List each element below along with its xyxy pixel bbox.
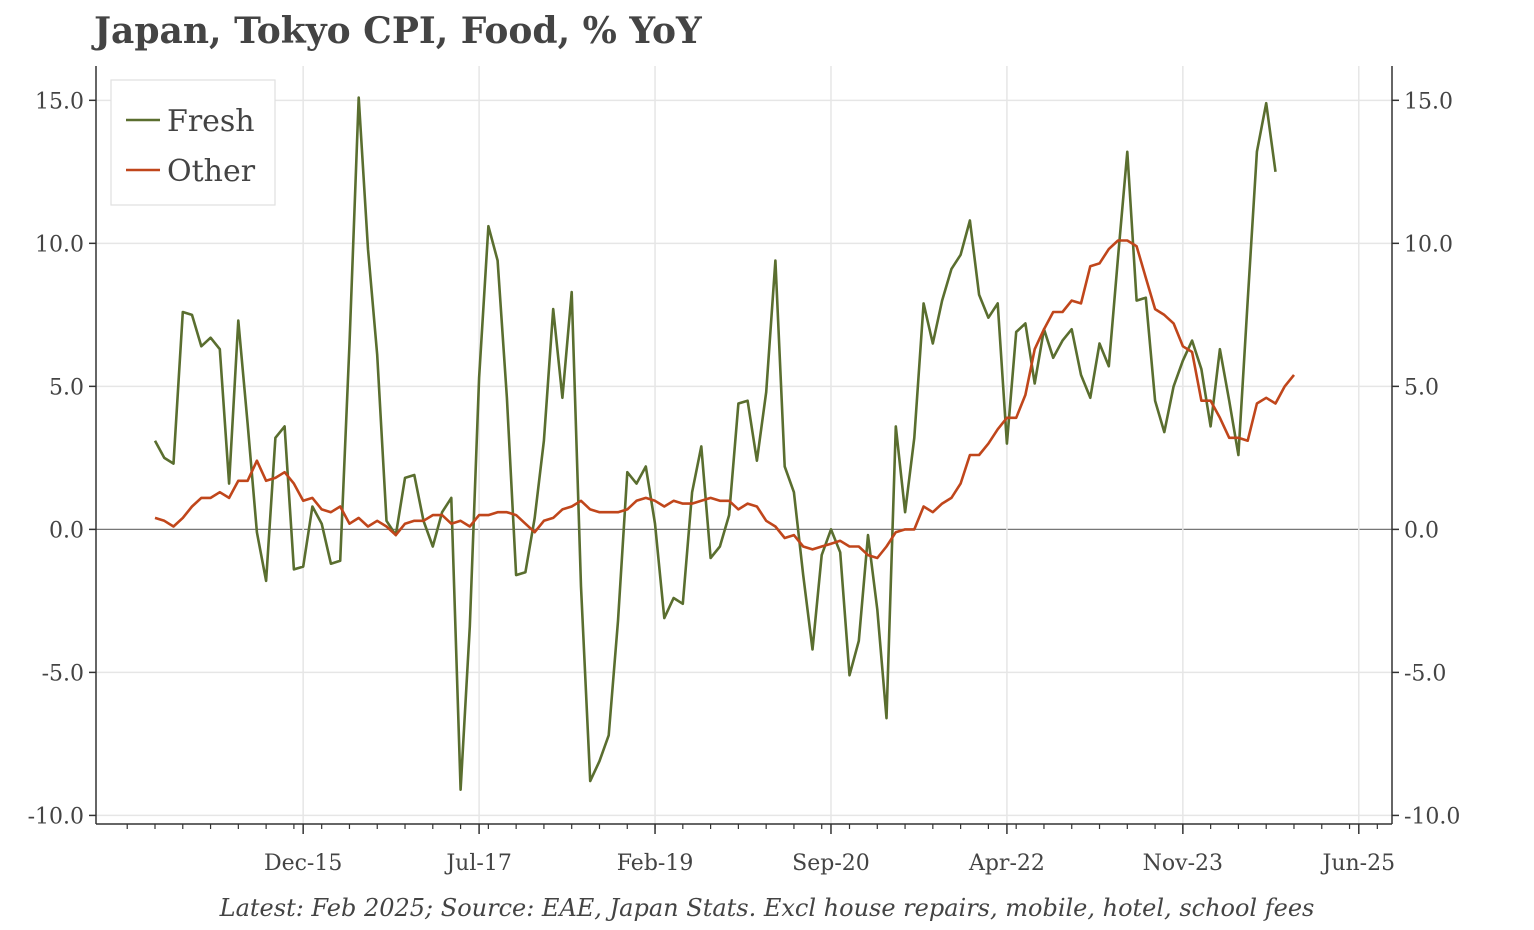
series-lines xyxy=(153,96,1296,792)
y-tick-label-left: 0.0 xyxy=(49,518,84,543)
axes xyxy=(89,66,1399,834)
legend-label-fresh: Fresh xyxy=(167,104,255,139)
chart-footer-source: Latest: Feb 2025; Source: EAE, Japan Sta… xyxy=(219,894,1315,922)
y-tick-label-left: 5.0 xyxy=(49,375,84,400)
series-line-fresh xyxy=(153,96,1277,792)
chart-title: Japan, Tokyo CPI, Food, % YoY xyxy=(94,10,702,52)
tick-labels: -10.0 -10.0 -5.0 -5.0 0.0 0.0 5.0 5.0 10.0 10.0 15… xyxy=(28,89,1461,876)
y-tick-label-left: -10.0 xyxy=(28,804,84,829)
x-tick-label: Nov-23 xyxy=(1143,851,1223,876)
x-tick-label: Sep-20 xyxy=(792,851,870,876)
x-tick-label: Dec-15 xyxy=(264,851,342,876)
y-tick-label-left: 15.0 xyxy=(35,89,84,114)
y-tick-label-left: -5.0 xyxy=(42,661,84,686)
y-tick-label-right: 5.0 xyxy=(1404,375,1439,400)
x-tick-label: Jun-25 xyxy=(1321,851,1396,876)
y-tick-label-left: 10.0 xyxy=(35,232,84,257)
x-tick-label: Jul-17 xyxy=(444,851,511,876)
y-tick-label-right: -5.0 xyxy=(1404,661,1446,686)
x-tick-label: Apr-22 xyxy=(968,851,1045,876)
legend-box xyxy=(110,79,276,206)
x-tick-label: Feb-19 xyxy=(617,851,694,876)
series-line-other xyxy=(154,239,1296,560)
y-tick-label-right: -10.0 xyxy=(1404,804,1460,829)
legend: Fresh Other xyxy=(110,79,276,206)
legend-label-other: Other xyxy=(167,154,256,189)
y-tick-label-right: 10.0 xyxy=(1404,232,1453,257)
y-tick-label-right: 15.0 xyxy=(1404,89,1453,114)
grid-lines xyxy=(96,66,1392,824)
y-tick-label-right: 0.0 xyxy=(1404,518,1439,543)
